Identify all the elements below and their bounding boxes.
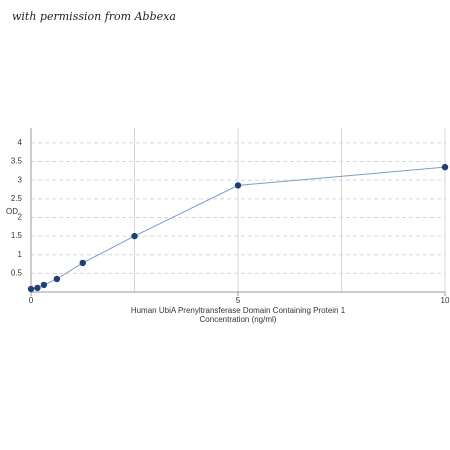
point xyxy=(34,284,41,292)
point xyxy=(27,285,35,293)
point xyxy=(53,275,61,283)
y-tick-label: 2.5 xyxy=(11,194,23,203)
point xyxy=(441,163,449,171)
point xyxy=(131,232,138,240)
y-tick-label: 2 xyxy=(18,213,23,222)
y-tick-label: 1 xyxy=(18,250,23,259)
y-axis-label: OD xyxy=(6,207,18,216)
x-tick-label: 5 xyxy=(236,296,241,305)
x-axis-label: Concentration (ng/ml) xyxy=(200,315,277,324)
y-tick-label: 1.5 xyxy=(11,231,23,240)
x-axis-label: Human UbiA Prenyltransferase Domain Cont… xyxy=(131,306,346,315)
y-tick-label: 0.5 xyxy=(11,268,23,277)
watermark: with permission from Abbexa xyxy=(12,10,176,23)
point xyxy=(79,259,86,267)
x-tick-label: 0 xyxy=(29,296,34,305)
point xyxy=(234,182,242,189)
x-tick-label: 10 xyxy=(441,296,450,305)
y-tick-label: 3.5 xyxy=(11,157,23,166)
point xyxy=(40,281,48,289)
y-tick-label: 3 xyxy=(18,175,23,184)
y-tick-label: 4 xyxy=(18,138,23,147)
